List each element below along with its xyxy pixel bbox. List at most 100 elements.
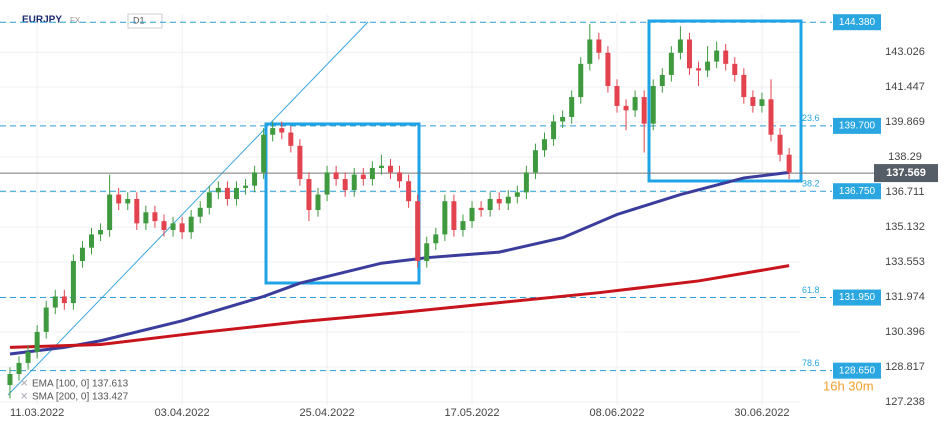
candle-body xyxy=(487,198,493,211)
legend-label: EMA [100, 0] 137.613 xyxy=(32,379,129,390)
level-label: 139.700 xyxy=(839,121,876,132)
candle-body xyxy=(125,198,131,204)
candle-body xyxy=(560,117,566,122)
candle-body xyxy=(342,179,348,191)
candle-body xyxy=(632,97,638,111)
legend-icon: ✕ xyxy=(20,392,28,403)
y-tick-label: 127.238 xyxy=(885,396,925,408)
candle-body xyxy=(378,165,384,168)
candle-body xyxy=(605,52,611,86)
candle-body xyxy=(333,172,339,180)
candle-body xyxy=(750,97,756,106)
candle-body xyxy=(696,68,702,71)
level-label-box xyxy=(833,117,881,134)
x-tick-label: 03.04.2022 xyxy=(155,407,210,419)
y-tick-label: 139.869 xyxy=(885,116,925,128)
candle-body xyxy=(243,185,249,188)
y-tick-label: 141.447 xyxy=(885,81,925,93)
fib-label: 78.6 xyxy=(802,358,820,368)
candle-body xyxy=(143,212,149,224)
level-label: 131.950 xyxy=(839,292,876,303)
candle-body xyxy=(315,194,321,211)
candle-body xyxy=(179,223,185,233)
legend-label: SMA [200, 0] 133.427 xyxy=(32,392,129,403)
level-label-box xyxy=(833,362,881,379)
level-label: 128.650 xyxy=(839,365,876,376)
drawing-box xyxy=(647,19,803,183)
candle-body xyxy=(514,192,520,197)
candle-body xyxy=(433,234,439,244)
candle-body xyxy=(206,192,212,208)
candle-body xyxy=(397,172,403,182)
candle-body xyxy=(406,181,412,202)
candle-body xyxy=(360,174,366,180)
candle-body xyxy=(25,351,31,363)
candle-body xyxy=(677,39,683,53)
candle-body xyxy=(578,63,584,98)
candle-body xyxy=(16,362,22,374)
candle-body xyxy=(98,229,104,235)
symbol: EURJPY xyxy=(22,15,62,26)
countdown: 16h 30m xyxy=(823,378,874,393)
candle-body xyxy=(614,85,620,106)
candle-body xyxy=(306,179,312,211)
candle-body xyxy=(79,247,85,262)
y-tick-label: 138.29 xyxy=(888,151,922,163)
legend-icon: ✕ xyxy=(20,379,28,390)
candle-body xyxy=(569,97,575,118)
candle-body xyxy=(777,134,783,155)
x-tick-label: 30.06.2022 xyxy=(734,407,789,419)
candle-body xyxy=(523,172,529,193)
candle-body xyxy=(668,52,674,75)
candle-body xyxy=(641,97,647,124)
candle-body xyxy=(496,198,502,204)
candle-body xyxy=(34,331,40,352)
y-tick-label: 143.026 xyxy=(885,46,925,58)
y-tick-label: 130.396 xyxy=(885,326,925,338)
level-label-box xyxy=(833,14,881,31)
candle-body xyxy=(650,85,656,124)
candle-body xyxy=(170,223,176,230)
candle-body xyxy=(659,74,665,86)
level-label-box xyxy=(833,289,881,306)
candle-body xyxy=(7,373,13,386)
candle-body xyxy=(705,61,711,71)
x-tick-label: 25.04.2022 xyxy=(300,407,355,419)
candle-body xyxy=(596,39,602,53)
candle-body xyxy=(768,99,774,135)
candle-body xyxy=(532,150,538,173)
y-tick-label: 135.132 xyxy=(885,221,925,233)
candle-body xyxy=(61,296,67,304)
candle-body xyxy=(478,207,484,211)
interval-box[interactable] xyxy=(127,13,163,29)
candle-body xyxy=(297,145,303,180)
interval[interactable]: D1 xyxy=(133,15,145,25)
y-tick-label: 133.553 xyxy=(885,256,925,268)
candle-body xyxy=(387,165,393,173)
candle-body xyxy=(89,234,95,248)
candle-body xyxy=(161,221,167,230)
fib-label: 61.8 xyxy=(802,285,820,295)
candle-body xyxy=(188,216,194,233)
y-tick-label: 136.711 xyxy=(886,186,925,198)
fib-label: 23.6 xyxy=(802,113,820,123)
candle-body xyxy=(152,212,158,222)
candle-body xyxy=(215,187,221,193)
y-tick-label: 131.974 xyxy=(885,291,925,303)
candle-body xyxy=(415,201,421,262)
candle-body xyxy=(686,39,692,69)
level-label-box xyxy=(833,183,881,200)
y-tick-label: 128.817 xyxy=(885,361,925,373)
candle-body xyxy=(759,99,765,106)
ma-line xyxy=(9,170,790,356)
x-tick-label: 11.03.2022 xyxy=(10,407,64,419)
candle-body xyxy=(460,221,466,230)
x-tick-label: 17.05.2022 xyxy=(444,407,499,419)
price-axis-bg xyxy=(800,0,949,430)
market: FX xyxy=(70,16,81,25)
candle-body xyxy=(723,50,729,64)
candle-body xyxy=(224,187,230,199)
candle-body xyxy=(233,187,239,199)
candle-body xyxy=(134,198,140,224)
